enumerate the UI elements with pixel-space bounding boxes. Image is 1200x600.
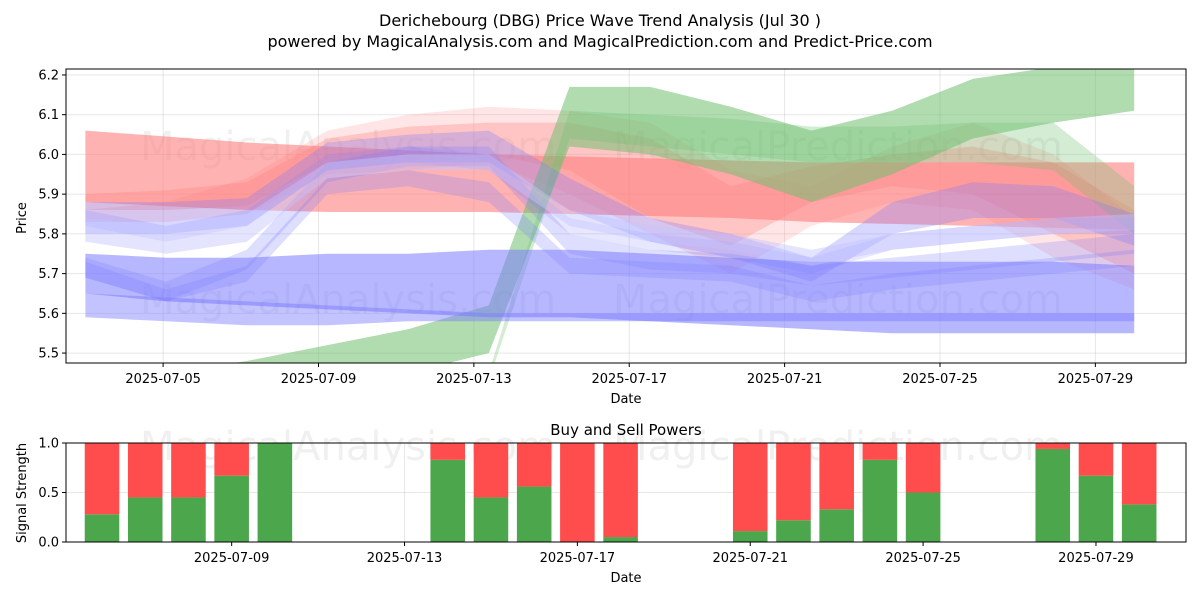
price-band-green-4 <box>491 110 1135 363</box>
price-band-blue-10 <box>85 146 1135 274</box>
sell-bar <box>560 443 595 542</box>
buy-bar <box>257 443 293 542</box>
price-band-red-2 <box>85 106 1135 290</box>
sell-bar <box>127 443 163 498</box>
y-tick-label: 6.2 <box>38 68 59 83</box>
price-bands <box>85 69 1135 363</box>
sell-bar <box>516 443 552 487</box>
buy-bar <box>214 475 249 542</box>
sell-bar <box>1121 443 1157 505</box>
buy-bar <box>516 486 552 542</box>
sell-bar <box>1078 443 1114 476</box>
buy-bar <box>1035 448 1071 542</box>
x-tick-label: 2025-07-29 <box>1058 372 1134 387</box>
figure-subtitle: powered by MagicalAnalysis.com and Magic… <box>267 32 932 51</box>
sell-bar <box>603 443 638 538</box>
sell-bar <box>905 443 941 493</box>
x-tick-label: 2025-07-05 <box>125 372 201 387</box>
signal-bars <box>84 443 1157 542</box>
price-band-blue-5 <box>85 249 1135 334</box>
buy-bar <box>819 509 854 542</box>
x-tick-label: 2025-07-21 <box>712 551 788 566</box>
buy-bar <box>862 459 898 542</box>
y-tick-label: 1.0 <box>38 437 59 452</box>
buy-bar <box>905 492 941 542</box>
price-plot-frame <box>65 68 1187 364</box>
y-tick-label: 6.1 <box>38 108 59 123</box>
signal-y-label: Signal Strength <box>15 443 30 543</box>
price-y-label: Price <box>15 202 30 234</box>
sell-bar <box>171 443 206 498</box>
x-tick-label: 2025-07-25 <box>902 372 978 387</box>
x-tick-label: 2025-07-29 <box>1058 551 1134 566</box>
y-tick-label: 5.5 <box>38 347 59 362</box>
buy-bar <box>776 520 811 542</box>
buy-bar <box>430 459 466 542</box>
y-tick-label: 0.0 <box>38 536 59 551</box>
signal-chart-title: Buy and Sell Powers <box>550 421 702 439</box>
y-tick-label: 5.6 <box>38 307 59 322</box>
price-chart: MagicalAnalysis.com MagicalPrediction.co… <box>15 68 1187 407</box>
price-band-blue-6 <box>85 293 1135 326</box>
y-tick-label: 5.9 <box>38 188 59 203</box>
x-tick-label: 2025-07-13 <box>367 551 443 566</box>
buy-bar <box>171 497 206 542</box>
sell-bar <box>819 443 854 510</box>
sell-bar <box>732 443 768 532</box>
price-x-axis: 2025-07-05 2025-07-09 2025-07-13 2025-07-17… <box>125 363 1133 387</box>
x-tick-label: 2025-07-25 <box>885 551 961 566</box>
buy-bar <box>603 537 638 542</box>
sell-bar <box>862 443 898 460</box>
y-tick-label: 5.8 <box>38 227 59 242</box>
price-y-axis: 5.5 5.6 5.7 5.8 5.9 6.0 6.1 6.2 <box>38 68 66 362</box>
y-tick-label: 6.0 <box>38 148 59 163</box>
sell-bar <box>473 443 509 498</box>
sell-bar <box>84 443 120 515</box>
figure-title: Derichebourg (DBG) Price Wave Trend Anal… <box>379 11 821 30</box>
buy-bar <box>1078 475 1114 542</box>
price-band-blue-8 <box>85 146 1135 302</box>
buy-bar <box>732 531 768 542</box>
price-band-red-0 <box>85 130 1135 230</box>
y-tick-label: 0.5 <box>38 486 59 501</box>
price-band-green-3 <box>233 69 1135 363</box>
buy-bar <box>127 497 163 542</box>
signal-chart: Buy and Sell Powers MagicalAnalysis.com … <box>15 421 1187 586</box>
x-tick-label: 2025-07-13 <box>436 372 512 387</box>
x-tick-label: 2025-07-09 <box>194 551 270 566</box>
price-band-blue-9 <box>85 170 1135 302</box>
signal-x-label: Date <box>610 571 641 586</box>
buy-bar <box>473 497 509 542</box>
sell-bar <box>776 443 811 521</box>
buy-bar <box>1121 504 1157 542</box>
x-tick-label: 2025-07-17 <box>591 372 667 387</box>
sell-bar <box>430 443 466 460</box>
price-band-blue-7 <box>85 130 1135 282</box>
signal-y-axis: 0.0 0.5 1.0 <box>38 437 66 551</box>
x-tick-label: 2025-07-09 <box>281 372 357 387</box>
signal-x-axis: 2025-07-09 2025-07-13 2025-07-17 2025-07-21… <box>194 542 1134 566</box>
price-x-label: Date <box>610 392 641 407</box>
y-tick-label: 5.7 <box>38 267 59 282</box>
sell-bar <box>214 443 249 476</box>
x-tick-label: 2025-07-17 <box>540 551 616 566</box>
buy-bar <box>84 514 120 542</box>
x-tick-label: 2025-07-21 <box>747 372 823 387</box>
sell-bar <box>1035 443 1071 449</box>
